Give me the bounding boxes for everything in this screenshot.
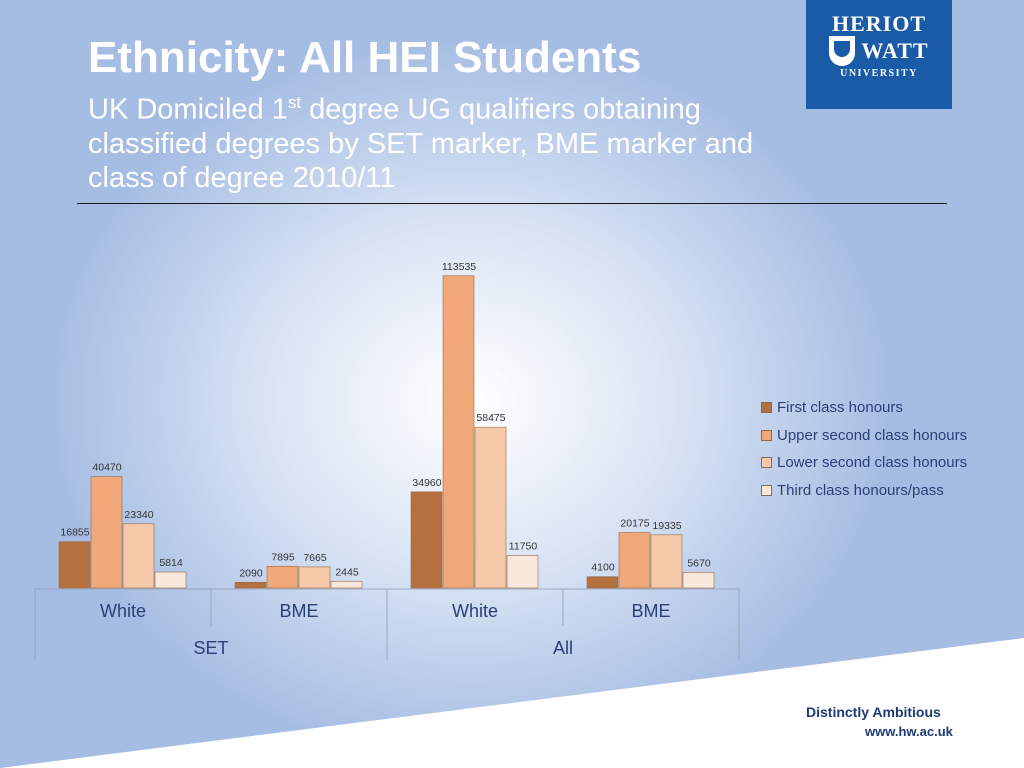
page-title: Ethnicity: All HEI Students [88,33,642,82]
data-label: 20175 [620,518,649,530]
subtitle-start: UK Domiciled 1 [88,93,288,126]
legend-swatch [761,457,772,469]
bar [586,576,619,589]
bar [650,534,683,589]
x-tick-label: BME [631,601,670,621]
page-subtitle: UK Domiciled 1st degree UG qualifiers ob… [88,86,788,195]
data-label: 5670 [687,557,711,569]
legend-item: Upper second class honours [761,422,967,450]
data-label: 7665 [303,552,327,564]
bar [122,523,155,589]
chart-legend: First class honours Upper second class ho… [761,394,967,504]
data-label: 113535 [442,261,476,273]
legend-label: Third class honours/pass [777,481,944,499]
bar [90,476,123,589]
data-label: 7895 [271,551,295,563]
data-label: 4100 [591,562,615,574]
bar-chart: 16855 40470 23340 5814 White 2090 7895 7665 2445… [34,261,740,660]
data-label: 11750 [509,541,538,553]
shield-icon [829,36,856,66]
bar [58,541,91,589]
bar [618,532,651,589]
legend-label: Upper second class honours [777,426,968,444]
bar [682,572,715,589]
legend-swatch [761,402,772,414]
bar [330,580,363,589]
bar [266,565,299,589]
bar [474,426,507,589]
footer-tagline: Distinctly Ambitious [806,704,941,720]
subtitle-end: degree UG qualifiers obtaining classifie… [88,93,754,194]
logo-line-2: WATT [861,38,929,63]
group-label: All [553,638,573,658]
data-label: 40470 [92,462,121,474]
data-label: 58475 [476,412,505,424]
footer-url[interactable]: www.hw.ac.uk [865,724,953,739]
legend-label: Lower second class honours [777,454,968,472]
legend-item: First class honours [761,394,967,422]
bar [298,566,331,589]
bar [154,571,187,589]
title-block: Ethnicity: All HEI Students UK Domiciled… [88,30,788,195]
bar [442,275,475,589]
bar [410,491,443,589]
data-label: 5814 [159,557,183,569]
bar [234,581,267,589]
data-label: 23340 [124,509,153,521]
data-label: 34960 [412,477,441,489]
data-label: 2090 [239,567,263,579]
subtitle-superscript: st [287,93,302,112]
data-label: 2445 [335,566,359,578]
university-logo: HERIOT WATT UNIVERSITY [806,0,952,109]
legend-swatch [761,484,772,496]
data-label: 19335 [652,520,681,532]
logo-line-3: UNIVERSITY [840,68,918,79]
data-label: 16855 [60,527,89,539]
legend-label: First class honours [777,399,903,417]
title-divider [77,203,947,204]
legend-item: Lower second class honours [761,449,967,477]
x-tick-label: White [100,601,146,621]
x-tick-label: White [452,601,498,621]
bar [506,555,539,589]
legend-item: Third class honours/pass [761,477,967,505]
logo-row: WATT [806,36,952,66]
logo-line-1: HERIOT [831,11,927,36]
legend-swatch [761,429,772,441]
x-tick-label: BME [279,601,318,621]
group-label: SET [193,638,228,658]
